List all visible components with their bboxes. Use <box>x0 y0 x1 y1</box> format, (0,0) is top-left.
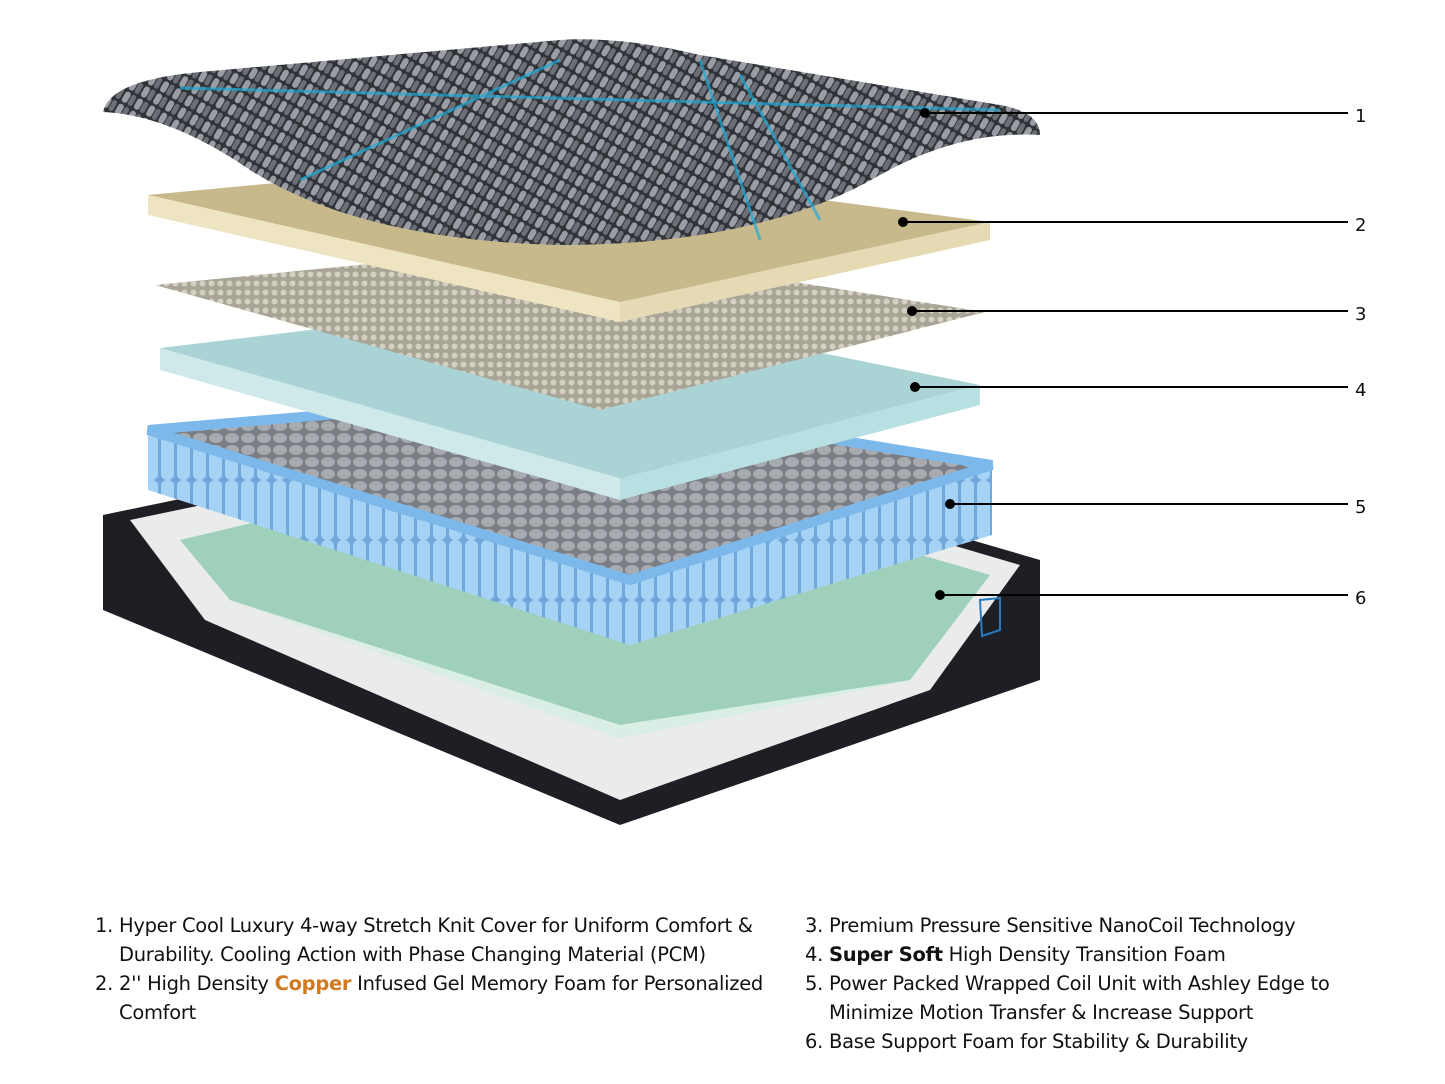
legend-left: 1. Hyper Cool Luxury 4-way Stretch Knit C… <box>95 911 775 1027</box>
legend-number: 1. <box>95 914 114 937</box>
legend-item: 3. Premium Pressure Sensitive NanoCoil Te… <box>805 911 1365 940</box>
legend-number: 6. <box>805 1030 824 1053</box>
legend-number: 4. <box>805 943 824 966</box>
text-segment: Infused Gel Memory Foam for Personalized… <box>119 972 763 1024</box>
mattress-layers-illustration: 1 2 3 4 5 6 <box>103 39 1366 825</box>
callout-6: 6 <box>935 588 1366 609</box>
callout-4: 4 <box>910 380 1366 401</box>
svg-text:6: 6 <box>1355 588 1366 609</box>
svg-text:2: 2 <box>1355 215 1366 236</box>
legend-text: Base Support Foam for Stability & Durabi… <box>829 1027 1365 1056</box>
legend-number: 3. <box>805 914 824 937</box>
brand-logo-icon <box>978 596 1001 638</box>
legend-number: 5. <box>805 972 824 995</box>
text-segment: 2'' High Density <box>119 972 275 995</box>
callout-5: 5 <box>945 497 1366 518</box>
text-segment: Base Support Foam for Stability & Durabi… <box>829 1030 1248 1053</box>
svg-text:1: 1 <box>1355 106 1366 127</box>
text-segment: Hyper Cool Luxury 4-way Stretch Knit Cov… <box>119 914 753 966</box>
svg-text:4: 4 <box>1355 380 1366 401</box>
legend-text: 2'' High Density Copper Infused Gel Memo… <box>119 969 775 1027</box>
text-segment: Premium Pressure Sensitive NanoCoil Tech… <box>829 914 1296 937</box>
legend-right: 3. Premium Pressure Sensitive NanoCoil Te… <box>805 911 1365 1056</box>
svg-text:3: 3 <box>1355 304 1366 325</box>
legend-text: Hyper Cool Luxury 4-way Stretch Knit Cov… <box>119 911 775 969</box>
svg-text:5: 5 <box>1355 497 1366 518</box>
callout-1: 1 <box>920 106 1366 127</box>
legend-item: 5. Power Packed Wrapped Coil Unit with As… <box>805 969 1365 1027</box>
legend-item: 1. Hyper Cool Luxury 4-way Stretch Knit C… <box>95 911 775 969</box>
highlight-text: Copper <box>274 972 352 995</box>
callout-3: 3 <box>907 304 1366 325</box>
legend-text: Premium Pressure Sensitive NanoCoil Tech… <box>829 911 1365 940</box>
legend-number: 2. <box>95 972 114 995</box>
text-segment: Power Packed Wrapped Coil Unit with Ashl… <box>829 972 1330 1024</box>
callout-2: 2 <box>898 215 1366 236</box>
legend-text: Power Packed Wrapped Coil Unit with Ashl… <box>829 969 1365 1027</box>
text-segment: High Density Transition Foam <box>942 943 1226 966</box>
legend-text: Super Soft High Density Transition Foam <box>829 940 1365 969</box>
knit-cover-layer <box>103 39 1040 245</box>
bold-text: Super Soft <box>829 943 943 966</box>
legend-item: 4. Super Soft High Density Transition Foa… <box>805 940 1365 969</box>
legend-item: 2. 2'' High Density Copper Infused Gel Me… <box>95 969 775 1027</box>
legend-item: 6. Base Support Foam for Stability & Dura… <box>805 1027 1365 1056</box>
